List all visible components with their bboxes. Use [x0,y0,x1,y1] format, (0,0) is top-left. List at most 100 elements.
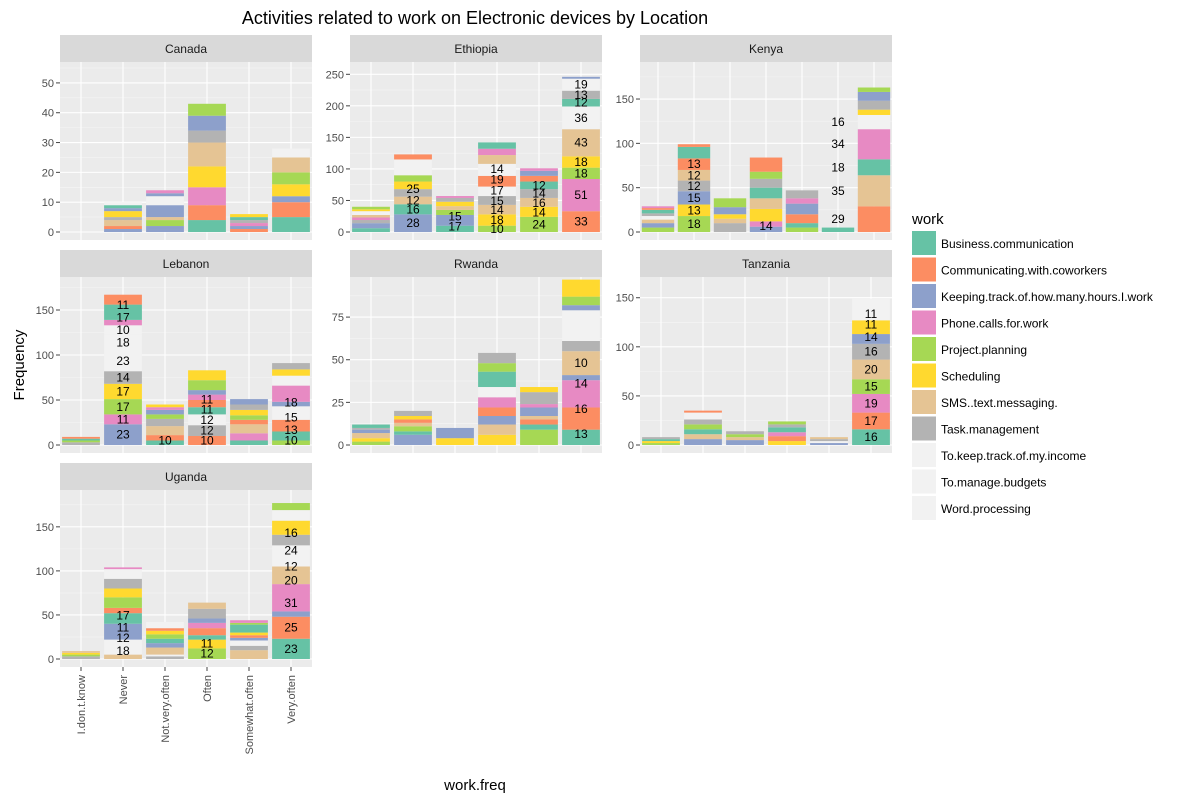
bar-segment [562,78,600,91]
y-tick-label: 0 [628,440,634,452]
bar-segment [562,310,600,341]
bar-segment [641,223,675,228]
bar-segment [478,204,516,215]
bar-segment [857,206,891,232]
y-tick-label: 50 [42,610,54,622]
bar-segment [520,197,558,207]
chart-title: Activities related to work on Electronic… [242,8,708,28]
bar-segment [821,227,855,232]
data-label: 10 [200,434,214,448]
facet-strip-label: Uganda [165,470,207,484]
bar-segment [562,351,600,376]
data-label: 10 [490,222,504,236]
bar-segment [146,643,184,648]
data-label: 51 [574,188,588,202]
data-label: 16 [532,196,546,210]
bar-segment [272,406,310,420]
legend-label: To.manage.budgets [941,476,1046,490]
bar-segment [104,208,142,212]
bar-segment [104,567,142,570]
bar-segment [352,429,390,434]
data-label: 16 [831,115,845,129]
bar-segment [188,425,226,436]
y-tick-label: 50 [332,355,344,367]
bar-segment [62,652,100,655]
bar-segment [188,602,226,609]
bar-segment [230,637,268,641]
bar-segment [188,166,226,188]
x-tick-label: Very.often [286,675,298,724]
bar-segment [104,217,142,221]
bar-segment [188,628,226,636]
bar-segment [677,158,711,170]
bar-segment [230,632,268,636]
y-tick-label: 100 [616,138,634,150]
bar-segment [272,148,310,158]
y-tick-label: 100 [616,342,634,354]
bar-segment [852,298,890,310]
data-label: 11 [865,318,878,332]
bar-segment [352,438,390,442]
legend-label: To.keep.track.of.my.income [941,449,1086,463]
data-label: 24 [284,544,298,558]
bar-segment [684,410,722,413]
bar-segment [857,129,891,160]
data-label: 17 [864,414,878,428]
data-label: 17 [116,311,130,325]
bar-segment [562,76,600,79]
bar-segment [478,434,516,445]
bar-segment [272,375,310,386]
legend-swatch [912,469,936,494]
data-label: 19 [490,172,504,186]
panel-background [60,277,312,453]
bar-segment [146,440,184,445]
bar-segment [768,424,806,428]
bar-segment [562,90,600,99]
bar-segment [352,424,390,428]
legend-swatch [912,231,936,255]
data-label: 12 [687,179,701,193]
bar-segment [188,142,226,167]
bar-segment [478,175,516,187]
bar-segment [104,229,142,232]
y-tick-label: 0 [338,227,344,239]
bar-segment [230,226,268,230]
bar-segment [677,180,711,192]
bar-segment [520,416,558,420]
legend-label: Task.management [941,423,1040,437]
bar-segment [104,639,142,655]
bar-segment [677,144,711,147]
y-tick-label: 50 [622,183,634,195]
bar-segment [272,534,310,546]
bar-segment [641,209,675,214]
y-tick-label: 0 [338,440,344,452]
bar-segment [104,226,142,230]
bar-segment [230,217,268,221]
bar-segment [146,226,184,230]
bar-segment [272,196,310,203]
bar-segment [230,399,268,405]
data-label: 43 [574,136,588,150]
x-tick-label: Somewhat.often [244,675,256,755]
bar-segment [677,204,711,217]
data-label: 34 [831,137,845,151]
bar-segment [562,429,600,445]
facet-strip [640,35,892,62]
bar-segment [642,439,680,442]
bar-segment [104,220,142,227]
bar-segment [188,436,226,445]
bar-segment [642,443,680,445]
panel-background [60,62,312,240]
y-axis-title: Frequency [11,329,28,400]
bar-segment [272,440,310,445]
legend-swatch [912,416,936,441]
bar-segment [146,654,184,657]
legend-label: Business.communication [941,237,1074,251]
legend-label: Phone.calls.for.work [941,317,1049,331]
bar-segment [188,187,226,206]
bar-segment [749,198,783,209]
data-label: 35 [831,184,845,198]
data-label: 16 [864,430,878,444]
facet-canada: Canada 0 10 20 30 40 50 [42,35,312,240]
